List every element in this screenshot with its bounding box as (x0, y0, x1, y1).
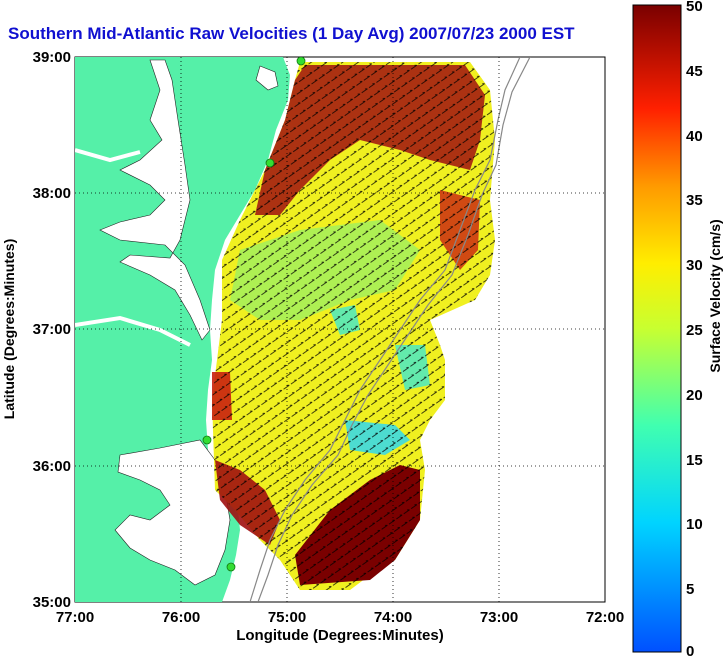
colorbar-tick-label: 35 (686, 192, 703, 209)
chesapeake-bay (99, 59, 211, 341)
x-tick-label: 72:00 (586, 609, 624, 626)
y-tick-label: 35:00 (33, 594, 71, 611)
x-tick-label: 77:00 (56, 609, 94, 626)
delaware-bay (255, 65, 279, 91)
radar-site-marker (202, 435, 212, 445)
grid (75, 57, 605, 602)
y-tick-label: 37:00 (33, 321, 71, 338)
radar-site-marker (226, 562, 236, 572)
y-tick-label: 39:00 (33, 49, 71, 66)
y-tick-label: 36:00 (33, 458, 71, 475)
colorbar-tick-label: 40 (686, 128, 703, 145)
radar-site-marker (296, 57, 306, 66)
colorbar-tick-label: 50 (686, 0, 703, 15)
map-title: Southern Mid-Atlantic Raw Velocities (1 … (8, 24, 575, 43)
colorbar-tick-label: 45 (686, 63, 703, 80)
y-axis-label: Latitude (Degrees:Minutes) (1, 239, 17, 419)
isobath-line (249, 57, 521, 602)
colorbar-tick-label: 10 (686, 516, 703, 533)
colorbar-tick-label: 0 (686, 643, 694, 659)
colorbar-tick-label: 25 (686, 322, 703, 339)
colorbar-tick-label: 15 (686, 452, 703, 469)
y-tick-label: 38:00 (33, 185, 71, 202)
x-tick-label: 74:00 (374, 609, 412, 626)
colorbar-tick-label: 30 (686, 257, 703, 274)
radar-site-marker (265, 158, 275, 168)
river-south (75, 315, 191, 347)
isobath-line-2 (257, 57, 531, 602)
colorbar (632, 4, 682, 653)
river-north (75, 148, 141, 163)
x-tick-label: 76:00 (162, 609, 200, 626)
velocity-vectors (212, 62, 495, 590)
x-tick-label: 73:00 (480, 609, 518, 626)
x-axis-label: Longitude (Degrees:Minutes) (236, 627, 444, 644)
colorbar-tick-label: 20 (686, 387, 703, 404)
colorbar-tick-label: 5 (686, 581, 694, 598)
colorbar-label: Surface Velocity (cm/s) (707, 219, 723, 372)
radar-sites (202, 57, 306, 572)
x-tick-label: 75:00 (268, 609, 306, 626)
